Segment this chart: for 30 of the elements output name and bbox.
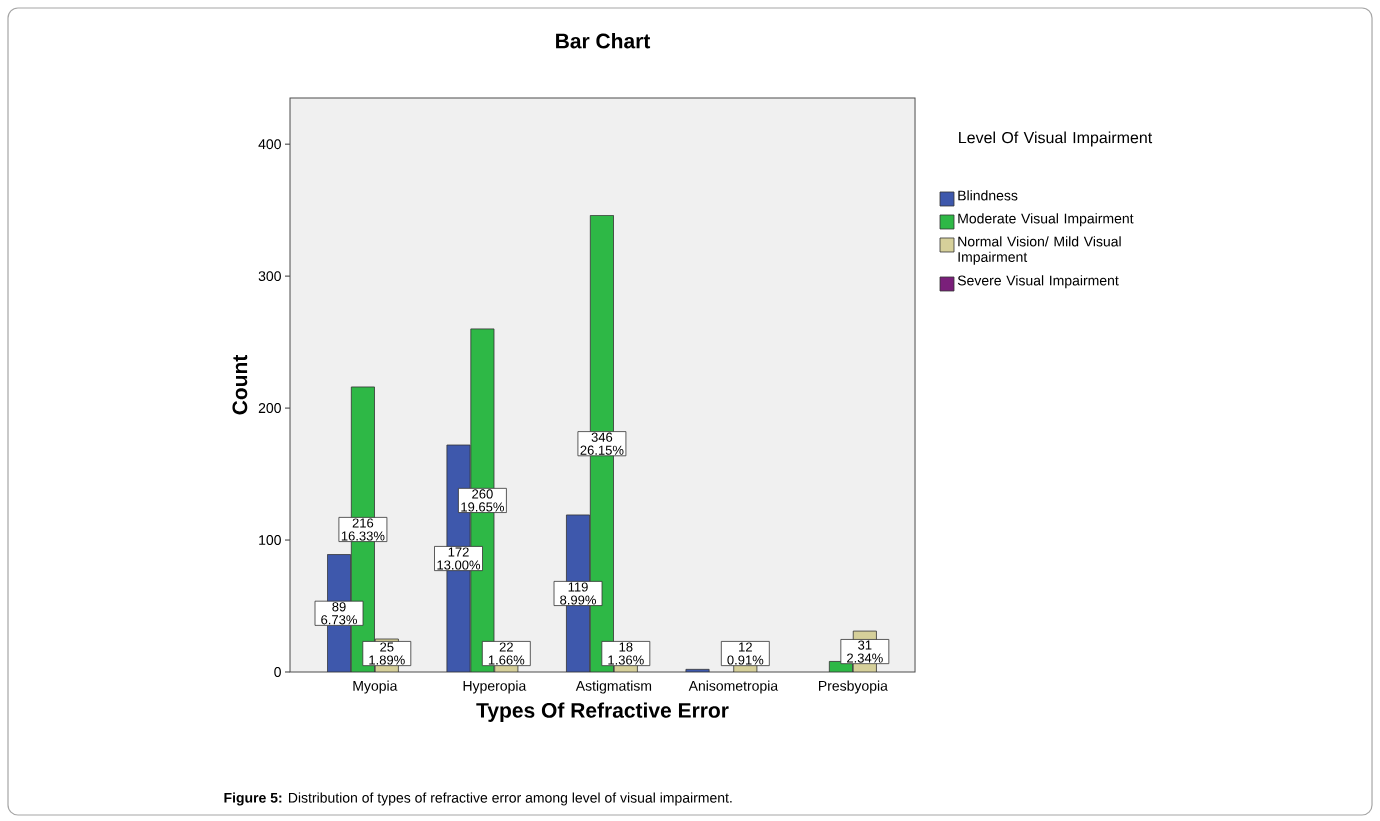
y-tick-label: 100 (259, 535, 281, 545)
data-label: 12 0.91% (727, 642, 764, 665)
x-tick-label: Anisometropia (688, 680, 779, 694)
data-label: 346 26.15% (580, 432, 624, 455)
text: Figure 5: Distribution of types of refractive error among level of visual impairment. (224, 792, 732, 806)
data-label: 260 19.65% (461, 489, 504, 512)
x-tick-label: Presbyopia (819, 680, 888, 694)
chart-title: Bar Chart (556, 33, 651, 49)
y-tick-label: 200 (258, 403, 281, 414)
data-label: 25 1.89% (369, 642, 405, 665)
legend-label: Normal Vision/ Mild Visual Impairment (958, 236, 1121, 265)
y-axis-title: Count (232, 354, 248, 415)
data-label: 18 1.36% (608, 642, 644, 665)
legend-label: Blindness (958, 190, 1018, 201)
x-axis-title: Types Of Refractive Error (476, 702, 729, 722)
legend-title: Level Of Visual Impairment (959, 131, 1153, 147)
legend-label: Severe Visual Impairment (957, 275, 1119, 289)
data-label: 22 1.66% (488, 642, 525, 665)
data-label: 172 13.00% (437, 547, 481, 570)
x-tick-label: Hyperopia (463, 680, 527, 694)
x-tick-label: Astigmatism (575, 680, 652, 694)
legend-label: Moderate Visual Impairment (958, 213, 1134, 227)
data-label: 31 2.34% (847, 640, 883, 663)
y-tick-label: 0 (274, 667, 281, 677)
y-tick-label: 400 (258, 139, 281, 150)
x-tick-label: Myopia (353, 680, 398, 694)
data-label: 89 6.73% (321, 602, 357, 625)
data-label: 216 16.33% (341, 518, 385, 541)
data-label: 119 8.99% (560, 582, 596, 605)
y-tick-label: 300 (258, 271, 281, 282)
